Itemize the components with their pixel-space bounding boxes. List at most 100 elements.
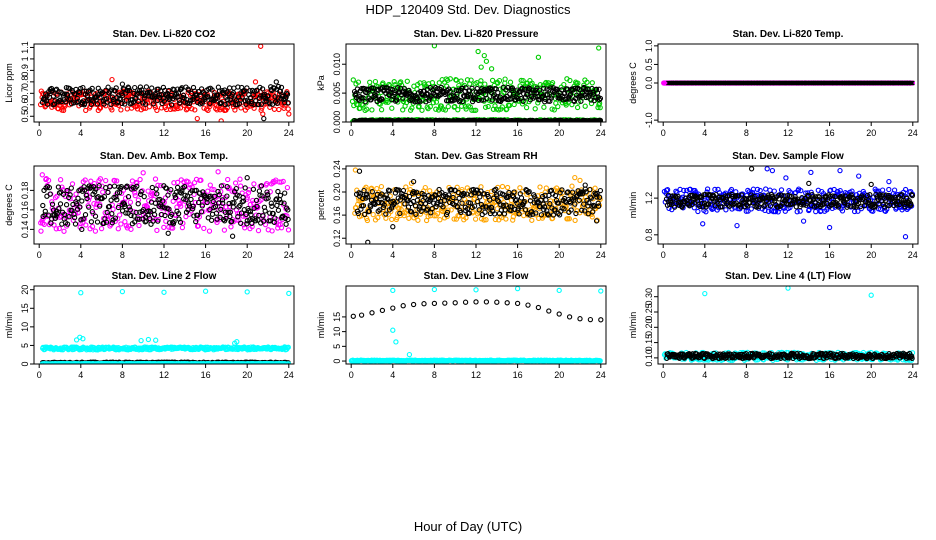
data-point-s0 <box>504 184 511 191</box>
data-point-s1 <box>132 84 138 91</box>
data-point-s1 <box>361 187 367 194</box>
data-point-s0 <box>49 199 55 205</box>
data-point-s0 <box>389 216 395 223</box>
data-point-s0 <box>503 216 509 222</box>
data-point-s0 <box>369 107 375 113</box>
x-tick-label: 0 <box>349 128 354 138</box>
data-point-s1 <box>255 217 261 223</box>
data-point-s1 <box>259 86 266 92</box>
data-point-s1 <box>272 215 278 221</box>
data-point-s0 <box>771 188 777 194</box>
data-point-s0 <box>221 227 228 233</box>
data-point-s0 <box>597 104 603 111</box>
data-point-s0 <box>277 221 283 228</box>
data-point-s1 <box>748 166 755 172</box>
data-point-s1 <box>97 203 103 209</box>
data-point-s1 <box>181 184 188 190</box>
data-point-s1 <box>94 219 101 225</box>
data-point-s0 <box>209 186 215 192</box>
data-point-s1 <box>522 207 529 213</box>
data-point-s1 <box>467 200 474 206</box>
data-point-s0 <box>518 77 524 84</box>
data-point-s0 <box>475 48 481 55</box>
data-point-s0 <box>91 201 97 207</box>
x-tick-label: 24 <box>596 250 606 260</box>
data-point-s0 <box>109 76 115 83</box>
data-point-s1 <box>92 189 98 195</box>
data-point-s1 <box>282 215 288 221</box>
x-tick-label: 16 <box>201 128 211 138</box>
panel-title: Stan. Dev. Li-820 CO2 <box>113 29 216 40</box>
data-point-s0 <box>38 228 44 234</box>
y-axis-label: ml/min <box>628 192 638 219</box>
data-point-s0 <box>427 188 433 194</box>
data-point-s1 <box>541 204 548 210</box>
data-point-s1 <box>397 210 403 217</box>
data-point-s0 <box>391 79 397 85</box>
data-point-s0 <box>401 212 407 219</box>
data-point-s0 <box>255 227 262 234</box>
data-point-s1 <box>471 203 478 209</box>
data-point-s0 <box>783 175 789 181</box>
data-point-s1 <box>594 190 600 197</box>
data-point-s1 <box>830 200 837 206</box>
data-point-s0 <box>205 107 211 114</box>
data-point-s1 <box>195 212 201 218</box>
data-point-s1 <box>544 208 550 214</box>
data-point-s1 <box>236 100 243 107</box>
data-point-s0 <box>664 187 671 193</box>
data-point-s0 <box>195 223 202 229</box>
data-point-s2 <box>433 93 439 99</box>
data-point-s0 <box>237 183 244 189</box>
data-point-s1 <box>63 202 70 208</box>
data-point-s1 <box>216 192 222 198</box>
data-point-s1 <box>587 194 594 200</box>
data-point-s2 <box>395 85 401 91</box>
data-point-s2 <box>362 99 368 105</box>
data-point-s1 <box>530 211 536 217</box>
data-point-s0 <box>192 199 199 206</box>
data-point-s1 <box>556 200 562 206</box>
data-point-s0 <box>551 107 557 113</box>
data-point-s1 <box>64 187 70 194</box>
data-point-s0 <box>269 228 275 234</box>
data-point-s1 <box>62 211 68 218</box>
x-tick-label: 16 <box>825 128 835 138</box>
data-point-s0 <box>244 289 250 295</box>
data-point-s0 <box>57 177 64 183</box>
data-point-s1 <box>254 87 260 93</box>
data-point-s1 <box>160 95 166 102</box>
data-point-s1 <box>533 210 539 216</box>
data-point-s2 <box>597 95 604 102</box>
data-point-s0 <box>482 104 489 110</box>
data-point-s1 <box>453 198 459 205</box>
data-point-s1 <box>184 100 191 106</box>
data-point-s1 <box>761 203 767 209</box>
data-point-s2 <box>400 95 406 101</box>
data-point-s1 <box>219 197 226 203</box>
x-tick-label: 20 <box>866 128 876 138</box>
data-point-s0 <box>403 184 409 190</box>
data-point-s1 <box>539 193 546 200</box>
data-point-s1 <box>118 183 124 190</box>
data-point-s1 <box>899 191 905 198</box>
panel-5: Stan. Dev. Gas Stream RH0 4 8 12 16 20 240.120… <box>316 151 607 260</box>
data-point-s0 <box>285 106 291 112</box>
data-point-s0 <box>118 107 124 113</box>
data-point-s0 <box>284 184 291 191</box>
x-tick-label: 16 <box>201 250 211 260</box>
data-point-s0 <box>543 185 549 191</box>
data-point-s2 <box>596 86 602 92</box>
data-point-s1 <box>163 185 170 191</box>
data-point-s0 <box>765 208 772 214</box>
data-point-s0 <box>839 208 846 214</box>
data-point-s1 <box>845 202 851 208</box>
data-point-s0 <box>451 216 457 222</box>
data-point-s1 <box>461 191 467 197</box>
data-point-s1 <box>369 189 375 195</box>
x-tick-label: 24 <box>908 250 918 260</box>
data-point-s2 <box>571 98 577 105</box>
data-point-s0 <box>757 187 763 194</box>
data-point-s1 <box>153 186 159 192</box>
